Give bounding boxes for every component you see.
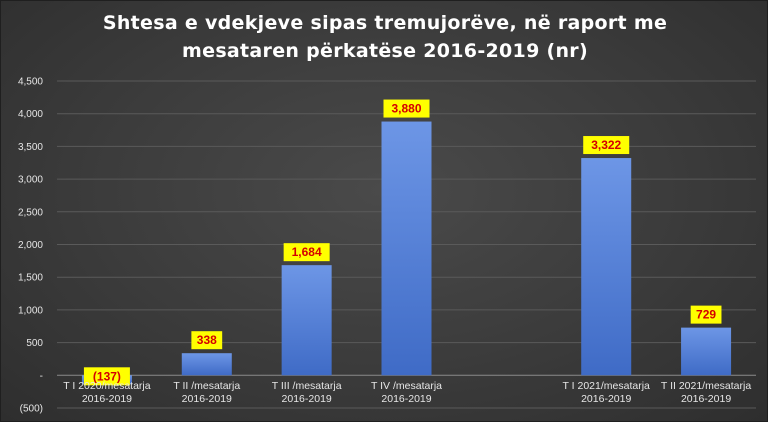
x-category-label: T II /mesatarja — [173, 380, 240, 392]
y-tick-label: 4,000 — [18, 109, 43, 120]
y-tick-label: 2,000 — [18, 240, 43, 251]
data-label-box — [83, 367, 130, 386]
y-axis-ticks: (500) - 500 1,000 1,500 2,000 2,500 3,000 3,500 4… — [18, 77, 43, 415]
chart-title-line-1: Shtesa e vdekjeve sipas tremujorëve, në … — [102, 12, 668, 34]
data-label-box — [191, 331, 223, 350]
x-category-label: 2016-2019 — [381, 393, 431, 405]
bar — [181, 353, 232, 376]
data-label: 3,322 — [591, 138, 621, 152]
bar — [681, 327, 732, 376]
y-tick-label: 2,500 — [18, 207, 43, 218]
x-category-label: 2016-2019 — [182, 393, 232, 405]
y-tick-label: 1,000 — [18, 305, 43, 316]
x-category-label: T I 2021/mesatarja — [563, 380, 651, 392]
y-tick-label: - — [40, 371, 43, 382]
x-category-label: 2016-2019 — [581, 393, 631, 405]
y-tick-label: 4,500 — [18, 77, 43, 88]
data-label: 1,684 — [292, 245, 322, 259]
x-category-label: 2016-2019 — [282, 393, 332, 405]
y-tick-label: 500 — [26, 338, 43, 349]
data-label: 338 — [197, 333, 217, 347]
bar — [281, 265, 332, 376]
y-tick-label: 3,000 — [18, 175, 43, 186]
data-label-box — [583, 136, 630, 155]
data-label-box — [690, 305, 722, 324]
data-label-box — [383, 99, 430, 118]
y-tick-label: 1,500 — [18, 273, 43, 284]
data-label: 729 — [696, 308, 716, 322]
chart-title-line-2: mesataren përkatëse 2016-2019 (nr) — [182, 40, 588, 62]
bar — [381, 121, 432, 376]
data-label: (137) — [93, 369, 121, 383]
chart-title: Shtesa e vdekjeve sipas tremujorëve, në … — [1, 9, 767, 65]
bars — [81, 121, 732, 385]
y-tick-label: (500) — [20, 404, 43, 415]
x-category-label: T III /mesatarja — [272, 380, 342, 392]
bar — [581, 158, 632, 376]
data-label: 3,880 — [391, 102, 421, 116]
data-labels: (137) 338 1,684 3,880 3,322 729 — [83, 99, 722, 386]
y-tick-label: 3,500 — [18, 142, 43, 153]
data-label-box — [283, 243, 330, 262]
x-category-label: 2016-2019 — [681, 393, 731, 405]
x-category-label: T II 2021/mesatarja — [661, 380, 751, 392]
x-category-label: T I 2020/mesatarja — [63, 380, 151, 392]
x-category-label: 2016-2019 — [82, 393, 132, 405]
x-category-label: T IV /mesatarja — [371, 380, 442, 392]
